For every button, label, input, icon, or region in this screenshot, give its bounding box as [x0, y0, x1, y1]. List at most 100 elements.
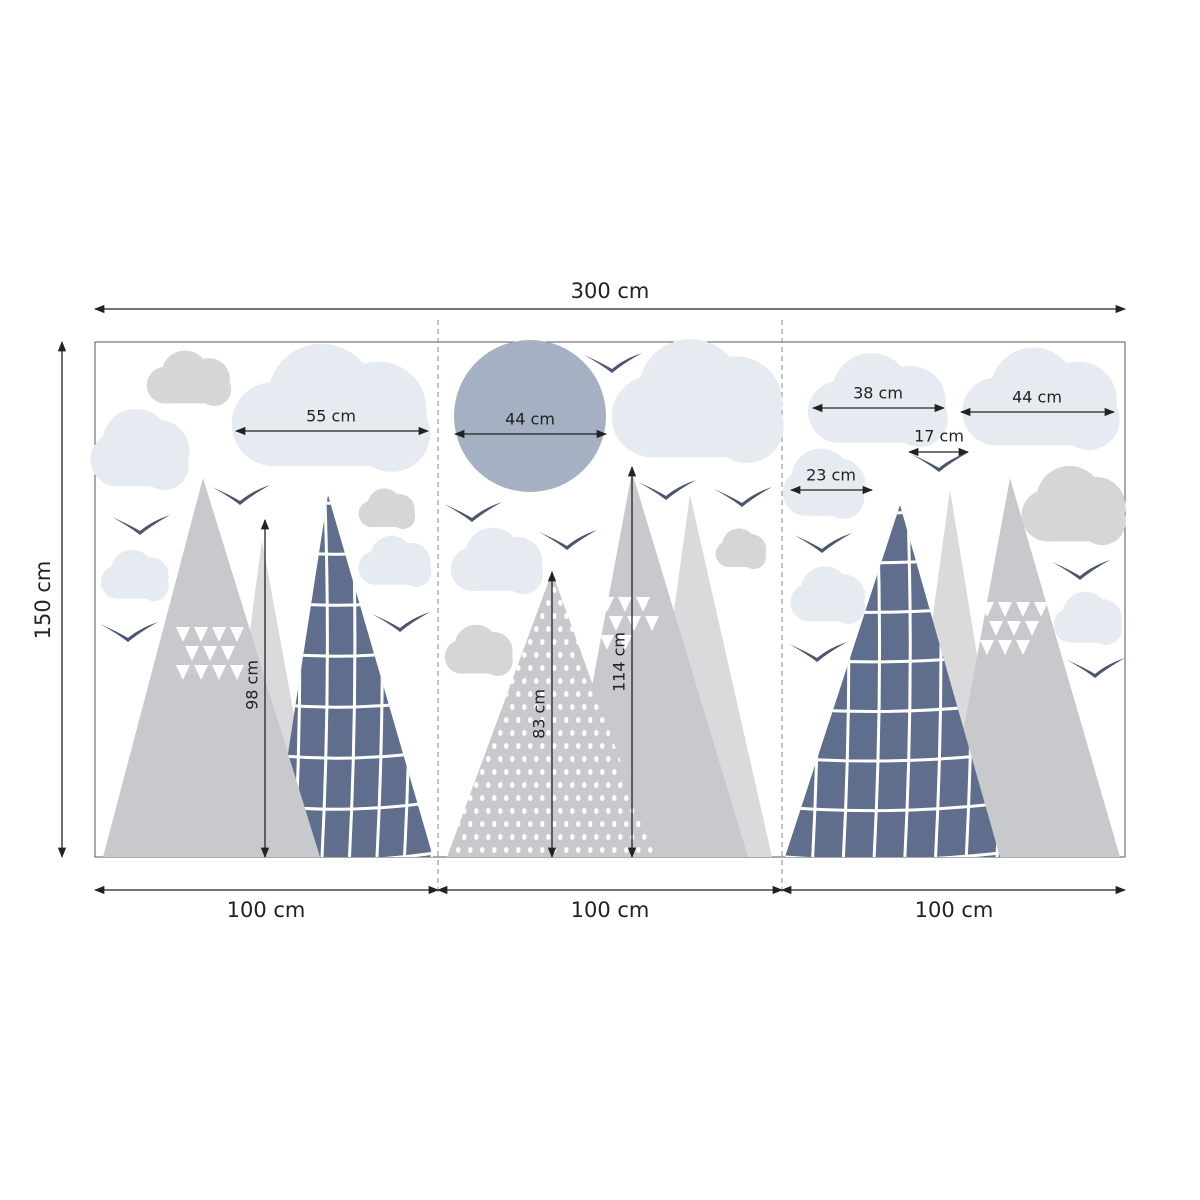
dot	[552, 821, 557, 827]
dot	[564, 847, 569, 853]
dot	[582, 756, 587, 762]
dot	[594, 782, 599, 788]
dot	[564, 743, 569, 749]
overall-height: 150 cm	[31, 561, 55, 640]
triangle	[998, 640, 1012, 655]
bird	[372, 612, 430, 632]
triangle	[1016, 602, 1030, 617]
dot	[516, 769, 521, 775]
dot	[546, 626, 551, 632]
dot	[558, 652, 563, 658]
dot	[582, 834, 587, 840]
dot	[582, 808, 587, 814]
panel-width: 100 cm	[915, 898, 994, 922]
triangle	[185, 646, 199, 661]
cloud	[450, 527, 544, 594]
dot	[534, 626, 539, 632]
dot	[576, 691, 581, 697]
dot	[564, 691, 569, 697]
dot	[600, 795, 605, 801]
dot	[558, 808, 563, 814]
dot	[528, 795, 533, 801]
bird	[444, 502, 502, 522]
cloud	[1021, 465, 1126, 545]
dot	[570, 782, 575, 788]
dot	[582, 782, 587, 788]
dot	[498, 808, 503, 814]
dot	[522, 730, 527, 736]
dot	[618, 782, 623, 788]
cloud	[790, 566, 866, 624]
dot	[624, 847, 629, 853]
dot	[546, 782, 551, 788]
dot	[510, 834, 515, 840]
triangle	[980, 602, 994, 617]
measurement-label: 55 cm	[306, 407, 356, 426]
dot	[516, 847, 521, 853]
triangle	[600, 635, 614, 650]
dot	[528, 769, 533, 775]
dot	[588, 717, 593, 723]
dot	[522, 678, 527, 684]
dot	[516, 743, 521, 749]
measurement-label: 98 cm	[243, 660, 262, 710]
sun	[454, 340, 606, 492]
dot	[558, 782, 563, 788]
dot	[552, 743, 557, 749]
dot	[480, 821, 485, 827]
dot	[540, 691, 545, 697]
dot	[570, 652, 575, 658]
dot	[516, 691, 521, 697]
dot	[600, 717, 605, 723]
dot	[510, 704, 515, 710]
dot	[570, 730, 575, 736]
dot	[594, 756, 599, 762]
dot	[510, 756, 515, 762]
bird	[794, 533, 852, 553]
dot	[564, 821, 569, 827]
dot	[534, 808, 539, 814]
dot	[480, 795, 485, 801]
grid-stroke	[272, 851, 433, 857]
bird	[584, 353, 642, 373]
triangle	[1007, 621, 1021, 636]
bird	[714, 487, 772, 507]
dot	[480, 769, 485, 775]
dot	[528, 691, 533, 697]
mountain	[272, 495, 433, 857]
dot	[540, 795, 545, 801]
dot	[480, 847, 485, 853]
dot	[570, 678, 575, 684]
dot	[552, 691, 557, 697]
bird	[112, 515, 170, 535]
dot	[618, 834, 623, 840]
dot	[504, 847, 509, 853]
dot	[612, 821, 617, 827]
dot	[594, 730, 599, 736]
panel-width: 100 cm	[227, 898, 306, 922]
dot	[516, 665, 521, 671]
dot	[594, 808, 599, 814]
dot	[558, 678, 563, 684]
measurement-label: 44 cm	[1012, 388, 1062, 407]
cloud	[444, 624, 513, 676]
dot	[534, 730, 539, 736]
dot	[588, 795, 593, 801]
cloud	[611, 339, 784, 463]
triangle	[645, 616, 659, 631]
triangle	[600, 597, 614, 612]
dot	[474, 808, 479, 814]
dot	[588, 847, 593, 853]
dot	[594, 834, 599, 840]
dot	[516, 717, 521, 723]
cloud	[146, 350, 232, 406]
dot	[534, 678, 539, 684]
dot	[546, 756, 551, 762]
dot	[552, 717, 557, 723]
cloud	[1053, 591, 1122, 645]
measurement-label: 83 cm	[530, 689, 549, 739]
dot	[474, 782, 479, 788]
dot	[576, 847, 581, 853]
dot	[504, 795, 509, 801]
dot	[540, 821, 545, 827]
